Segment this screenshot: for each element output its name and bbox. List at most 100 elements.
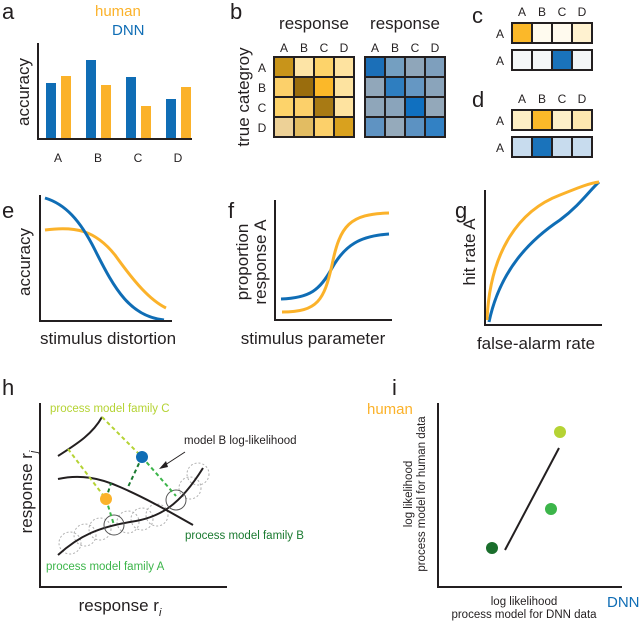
- col-label: C: [558, 92, 567, 106]
- matrix-cell-dnn: [364, 116, 386, 138]
- family-c-point: [554, 426, 566, 438]
- x-axis-label: false-alarm rate: [477, 334, 595, 353]
- human-label: human: [367, 401, 413, 418]
- x-axis-label: stimulus parameter: [241, 329, 386, 348]
- family-a-point: [545, 503, 557, 515]
- row-label: B: [258, 81, 266, 95]
- likelihood-circle-blue: [165, 489, 187, 511]
- x-tick-B: B: [94, 151, 102, 165]
- matrix-cell-human: [293, 76, 315, 98]
- bar-human-A: [61, 76, 71, 139]
- matrix-cell-human: [273, 76, 295, 98]
- row-label: A: [496, 141, 504, 155]
- bar-human-C: [141, 106, 151, 139]
- legend-human: human: [95, 3, 141, 20]
- panel-label-e: e: [2, 198, 14, 223]
- matrix-cell-dnn: [364, 76, 386, 98]
- family-a-label: process model family A: [46, 561, 165, 573]
- strip-cell: [571, 136, 593, 158]
- strip-cell: [531, 136, 553, 158]
- panel-g: g hit rate A false-alarm rate: [455, 180, 602, 353]
- panel-c: c A B C DAA: [472, 3, 593, 71]
- y-axis-label: response rj: [17, 450, 40, 533]
- dnn-label: DNN: [607, 594, 640, 611]
- matrix-cell-human: [273, 56, 295, 78]
- panel-label-b: b: [230, 0, 242, 24]
- bar-dnn-A: [46, 83, 56, 139]
- y-axis-label-line1: log likelihood: [403, 461, 415, 528]
- human-curve: [44, 227, 167, 310]
- likelihood-circles: [58, 462, 210, 555]
- response-strips: A B C DAA: [496, 5, 593, 71]
- panel-label-c: c: [472, 3, 483, 28]
- y-axis-label: accuracy: [14, 57, 33, 126]
- col-label: B: [538, 92, 546, 106]
- axes: [484, 190, 602, 326]
- panel-h: h response rj process model family C mod…: [2, 375, 304, 619]
- matrix-cell-human: [293, 116, 315, 138]
- panel-label-i: i: [392, 375, 397, 400]
- axes: [39, 195, 172, 322]
- strip-cell: [511, 136, 533, 158]
- projection-lines: [67, 416, 177, 526]
- bar-dnn-B: [86, 60, 96, 139]
- strip-cell: [551, 109, 573, 131]
- dnn-curve: [280, 232, 390, 301]
- col-label: D: [578, 5, 587, 19]
- matrix-cell-human: [273, 116, 295, 138]
- x-tick-A: A: [54, 151, 62, 165]
- strip-cell: [511, 22, 533, 44]
- col-label: B: [391, 41, 399, 55]
- matrix-cell-dnn: [384, 96, 406, 118]
- row-label: A: [496, 114, 504, 128]
- col-label: D: [431, 41, 440, 55]
- legend-dnn: DNN: [112, 22, 145, 39]
- matrix-cell-dnn: [384, 116, 406, 138]
- matrix-cell-human: [313, 56, 335, 78]
- axes: [39, 403, 227, 588]
- matrix-cell-human: [333, 76, 355, 98]
- row-label: A: [496, 27, 504, 41]
- panel-f: f proportion response A stimulus paramet…: [228, 198, 392, 348]
- x-tick-D: D: [174, 151, 183, 165]
- matrix-title-human: response: [279, 14, 349, 33]
- x-tick-C: C: [134, 151, 143, 165]
- matrix-cell-dnn: [384, 76, 406, 98]
- annotation-label: model B log-likelihood: [184, 435, 297, 447]
- y-axis-label: true categroy: [234, 47, 253, 147]
- bar-human-D: [181, 87, 191, 139]
- strip-cell: [531, 22, 553, 44]
- family-b-curve: [57, 475, 194, 526]
- y-axis-label: accuracy: [15, 227, 34, 296]
- strip-cell: [531, 109, 553, 131]
- matrix-title-dnn: response: [370, 14, 440, 33]
- strip-cell: [511, 49, 533, 71]
- matrix-cell-human: [273, 96, 295, 118]
- panel-i: i human log likelihood process model for…: [367, 375, 640, 621]
- panel-label-g: g: [455, 198, 467, 223]
- bar-human-B: [101, 85, 111, 139]
- matrix-cell-dnn: [404, 76, 426, 98]
- col-label: A: [280, 41, 288, 55]
- panel-e: e accuracy stimulus distortion: [2, 195, 176, 348]
- dnn-data-point: [136, 451, 148, 463]
- y-axis-label: hit rate A: [460, 218, 479, 286]
- response-strips: A B C DAA: [496, 92, 593, 158]
- matrix-cell-human: [333, 56, 355, 78]
- x-axis-label: response ri: [79, 596, 162, 619]
- row-label: A: [258, 61, 266, 75]
- col-label: D: [578, 92, 587, 106]
- human-data-point: [100, 493, 112, 505]
- panel-label-f: f: [228, 198, 235, 223]
- x-tick-labels: A B C D: [54, 151, 183, 165]
- panel-label-a: a: [2, 0, 15, 24]
- matrix-cell-dnn: [424, 96, 446, 118]
- matrix-cell-dnn: [424, 76, 446, 98]
- strip-cell: [551, 22, 573, 44]
- col-label: B: [300, 41, 308, 55]
- matrix-cell-human: [333, 96, 355, 118]
- strip-cell: [571, 22, 593, 44]
- axes: [37, 43, 192, 140]
- col-label: A: [518, 5, 526, 19]
